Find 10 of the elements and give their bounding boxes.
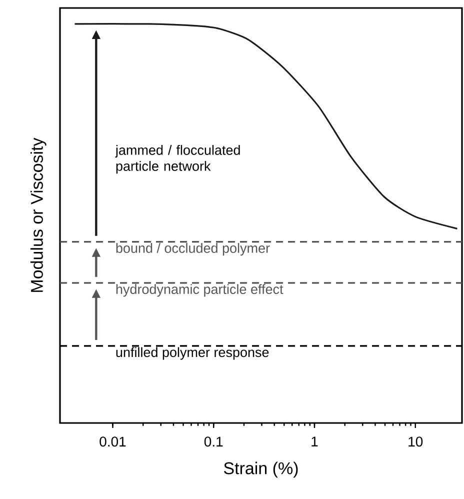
x-tick-label: 1 — [312, 436, 318, 446]
annotation: jammed / flocculated particle network — [115, 144, 240, 174]
x-axis-title: Strain (%) — [224, 462, 298, 478]
x-tick-label: 0.1 — [204, 436, 223, 447]
ref-line-label: hydrodynamic particle effect — [116, 284, 284, 297]
x-tick-label: 10 — [408, 436, 423, 447]
ref-line-label: bound / occluded polymer — [116, 243, 270, 256]
ref-line-label: unfilled polymer response — [116, 347, 269, 360]
x-tick-label: 0.01 — [100, 436, 126, 447]
y-axis-title: Modulus or Viscosity — [30, 138, 46, 292]
